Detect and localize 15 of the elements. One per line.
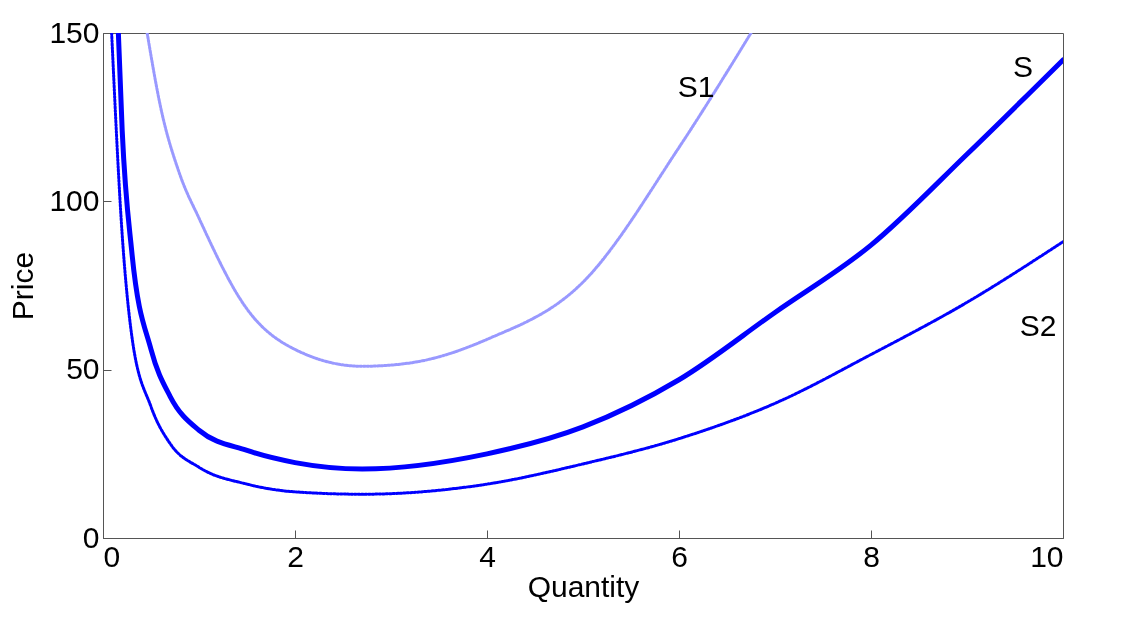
y-tick-label: 150 <box>49 15 100 49</box>
series-label: S <box>1012 49 1034 83</box>
y-tick-label: 50 <box>66 352 100 386</box>
x-tick-label: 4 <box>479 539 496 573</box>
y-tick-label: 100 <box>49 183 100 217</box>
series-label: S2 <box>1019 308 1057 342</box>
x-tick-label: 10 <box>1030 539 1064 573</box>
x-tick-label: 0 <box>103 539 121 573</box>
x-tick-label: 8 <box>863 539 880 573</box>
series-label: S1 <box>677 70 715 103</box>
y-axis-title: Price <box>6 251 40 321</box>
x-tick-label: 6 <box>671 539 688 573</box>
x-tick-label: 2 <box>287 539 304 573</box>
x-axis-title: Quantity <box>527 569 640 603</box>
line-series <box>145 33 753 368</box>
